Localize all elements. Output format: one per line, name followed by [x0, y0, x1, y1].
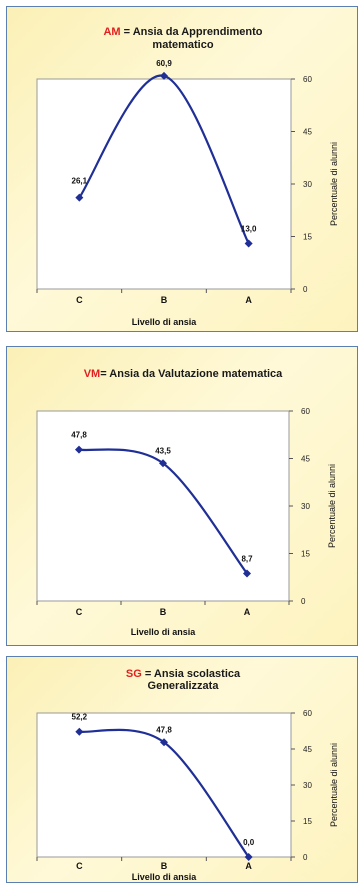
y-tick-label: 15: [303, 233, 312, 242]
x-axis-label: Livello di ansia: [132, 317, 198, 327]
chart-panel-vm: VM= Ansia da Valutazione matematica 0 15 30…: [6, 346, 358, 646]
y-tick-label: 0: [303, 285, 308, 294]
data-label: 52,2: [72, 713, 88, 722]
chart-title-line2: matematico: [152, 39, 213, 51]
plot-area: [36, 712, 292, 858]
x-tick-label: A: [245, 861, 252, 871]
chart-title-abbr: VM: [84, 368, 101, 380]
y-axis-label: Percentuale di alunni: [329, 142, 339, 226]
data-label: 8,7: [241, 554, 253, 563]
data-label: 47,8: [71, 431, 87, 440]
chart-title-text: = Ansia da Apprendimento: [121, 26, 263, 38]
y-tick-label: 30: [303, 180, 312, 189]
y-tick-label: 45: [303, 128, 312, 137]
y-tick-label: 30: [301, 502, 310, 511]
chart-panel-sg: SG = Ansia scolastica Generalizzata 0 15 30 4…: [6, 656, 358, 883]
data-point: [244, 239, 253, 248]
y-axis-label: Percentuale di alunni: [327, 464, 337, 548]
x-tick-label: A: [244, 607, 251, 617]
data-label: 0,0: [243, 838, 255, 847]
x-tick-label: C: [76, 295, 83, 305]
y-tick-label: 60: [303, 709, 312, 718]
y-tick-label: 15: [303, 817, 312, 826]
x-tick-label: A: [245, 295, 252, 305]
plot-area: [36, 78, 292, 290]
x-axis-label: Livello di ansia: [131, 627, 197, 637]
chart-panel-am: AM = Ansia da Apprendimento matematico 0 15…: [6, 6, 358, 332]
data-point: [244, 853, 253, 861]
chart-svg-vm: VM= Ansia da Valutazione matematica 0 15 30…: [36, 368, 337, 637]
data-point: [75, 727, 84, 736]
x-axis-label: Livello di ansia: [132, 872, 198, 882]
x-tick-label: B: [161, 861, 168, 871]
y-tick-label: 45: [301, 455, 310, 464]
x-tick-label: C: [76, 861, 83, 871]
y-tick-label: 45: [303, 745, 312, 754]
data-point: [160, 738, 168, 747]
data-label: 13,0: [241, 225, 257, 234]
data-label: 26,1: [72, 177, 88, 186]
chart-title-abbr: SG: [126, 668, 142, 680]
chart-title-text: = Ansia scolastica: [142, 668, 241, 680]
chart-title: VM= Ansia da Valutazione matematica: [84, 368, 283, 380]
data-label: 47,8: [156, 725, 172, 734]
chart-title: SG = Ansia scolastica: [126, 668, 241, 680]
data-label: 60,9: [156, 59, 172, 68]
data-point: [159, 459, 167, 468]
chart-title: AM = Ansia da Apprendimento: [103, 26, 262, 38]
series-line: [79, 728, 250, 858]
data-point: [160, 71, 168, 80]
y-tick-label: 60: [301, 407, 310, 416]
chart-title-abbr: AM: [103, 26, 120, 38]
data-point: [75, 193, 84, 202]
y-tick-label: 0: [303, 853, 308, 862]
y-tick-label: 30: [303, 781, 312, 790]
x-tick-label: B: [160, 607, 167, 617]
y-axis-label: Percentuale di alunni: [329, 743, 339, 827]
x-tick-label: C: [76, 607, 83, 617]
data-label: 43,5: [155, 446, 171, 455]
y-tick-label: 0: [301, 597, 306, 606]
x-tick-label: B: [161, 295, 168, 305]
data-point: [243, 569, 251, 578]
data-point: [75, 445, 83, 454]
y-tick-label: 15: [301, 550, 310, 559]
chart-title-line2: Generalizzata: [148, 680, 220, 692]
y-tick-label: 60: [303, 75, 312, 84]
chart-title-text: = Ansia da Valutazione matematica: [100, 368, 283, 380]
